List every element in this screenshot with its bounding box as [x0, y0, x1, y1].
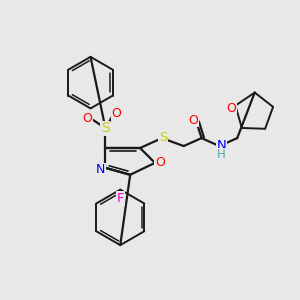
Text: O: O — [189, 114, 199, 127]
Text: S: S — [101, 121, 110, 135]
Text: O: O — [82, 112, 92, 125]
Text: O: O — [155, 156, 165, 170]
Text: S: S — [159, 130, 167, 144]
Text: O: O — [226, 102, 236, 115]
Text: F: F — [116, 192, 124, 205]
Text: H: H — [217, 148, 226, 161]
Text: N: N — [217, 139, 226, 152]
Text: O: O — [111, 107, 121, 120]
Text: N: N — [96, 163, 105, 176]
